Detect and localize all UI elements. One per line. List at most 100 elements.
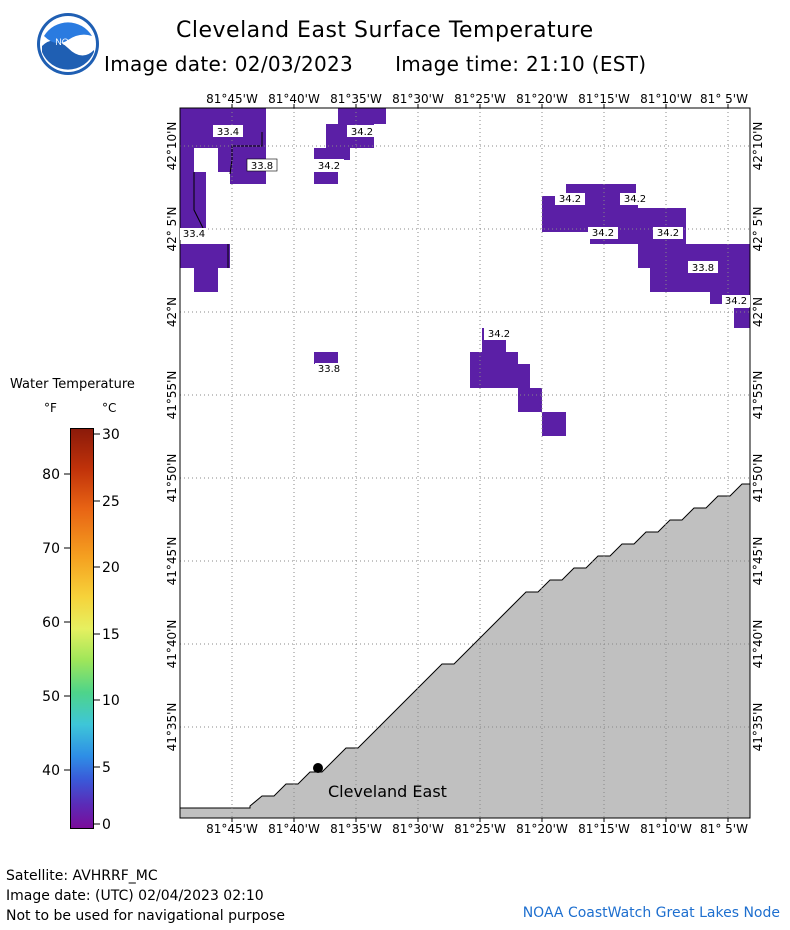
left-lat-labels: 42°10'N 42° 5'N 42°N 41°55'N 41°50'N 41°… xyxy=(165,122,179,752)
water-temperature-cells xyxy=(180,108,750,436)
lat-label: 42°N xyxy=(751,297,765,327)
lon-label: 81°10'W xyxy=(640,92,692,106)
lon-label: 81°20'W xyxy=(516,822,568,836)
station-label: Cleveland East xyxy=(328,782,447,801)
lat-label: 42° 5'N xyxy=(751,207,765,252)
lat-label: 41°40'N xyxy=(165,620,179,669)
legend-f-tick: 70 xyxy=(42,541,60,557)
right-lat-labels: 42°10'N 42° 5'N 42°N 41°55'N 41°50'N 41°… xyxy=(751,122,765,752)
lat-label: 42°10'N xyxy=(165,122,179,171)
temp-cell xyxy=(518,388,542,412)
lon-label: 81°10'W xyxy=(640,822,692,836)
lat-label: 41°55'N xyxy=(751,371,765,420)
temp-cell xyxy=(194,268,218,292)
lon-label: 81° 5'W xyxy=(700,92,748,106)
temp-label: 34.2 xyxy=(657,228,679,239)
top-lon-labels: 81°45'W 81°40'W 81°35'W 81°30'W 81°25'W … xyxy=(206,92,748,106)
temp-cell xyxy=(314,148,350,160)
temp-label: 33.8 xyxy=(692,263,714,274)
lat-label: 41°50'N xyxy=(751,454,765,503)
lon-label: 81° 5'W xyxy=(700,822,748,836)
disclaimer-label: Not to be used for navigational purpose xyxy=(6,908,285,924)
graticule xyxy=(180,108,750,818)
temp-label: 34.2 xyxy=(488,329,510,340)
temp-cell xyxy=(734,308,750,328)
map-title: Cleveland East Surface Temperature xyxy=(176,18,594,43)
temp-cell xyxy=(314,172,338,184)
legend-unit-f: °F xyxy=(44,401,57,415)
temp-cell xyxy=(470,352,518,388)
lat-label: 41°45'N xyxy=(751,537,765,586)
image-date-label: Image date: 02/03/2023 xyxy=(104,52,354,76)
lat-label: 41°35'N xyxy=(751,703,765,752)
temp-label: 34.2 xyxy=(559,194,581,205)
lat-label: 41°55'N xyxy=(165,371,179,420)
lon-label: 81°15'W xyxy=(578,822,630,836)
lat-label: 42°10'N xyxy=(751,122,765,171)
bottom-lon-labels: 81°45'W 81°40'W 81°35'W 81°30'W 81°25'W … xyxy=(206,822,748,836)
temp-label: 33.8 xyxy=(251,161,273,172)
lon-label: 81°30'W xyxy=(392,822,444,836)
lon-label: 81°20'W xyxy=(516,92,568,106)
legend-f-tick: 40 xyxy=(42,763,60,779)
lat-label: 42° 5'N xyxy=(165,207,179,252)
lon-label: 81°35'W xyxy=(330,822,382,836)
map-border xyxy=(179,107,751,819)
lon-label: 81°40'W xyxy=(268,822,320,836)
station-marker-icon xyxy=(313,763,323,773)
axis-ticks xyxy=(231,104,729,822)
lat-label: 41°45'N xyxy=(165,537,179,586)
lon-label: 81°25'W xyxy=(454,822,506,836)
lon-label: 81°35'W xyxy=(330,92,382,106)
temp-label: 34.2 xyxy=(592,228,614,239)
legend-ticks: 80 70 60 50 40 30 25 20 15 10 5 0 xyxy=(42,427,120,833)
temp-cell xyxy=(180,172,206,228)
temp-cell xyxy=(542,412,566,436)
legend-unit-c: °C xyxy=(102,401,117,415)
legend-color-bar xyxy=(70,428,94,829)
footer-info: Satellite: AVHRRF_MC Image date: (UTC) 0… xyxy=(6,866,285,926)
lat-label: 41°50'N xyxy=(165,454,179,503)
credit-label: NOAA CoastWatch Great Lakes Node xyxy=(522,905,780,921)
temp-cell xyxy=(518,364,530,388)
utc-date-label: Image date: (UTC) 02/04/2023 02:10 xyxy=(6,888,264,904)
lon-label: 81°25'W xyxy=(454,92,506,106)
legend-c-tick: 20 xyxy=(102,560,120,576)
temp-cell xyxy=(230,172,266,184)
legend-f-tick: 80 xyxy=(42,467,60,483)
legend-c-tick: 10 xyxy=(102,693,120,709)
logo-text: NOAA xyxy=(55,37,81,47)
temp-cell xyxy=(180,148,194,172)
legend-c-tick: 15 xyxy=(102,627,120,643)
temperature-value-labels: 33.4 34.2 33.8 34.2 33.4 34.2 34.2 34.2 … xyxy=(180,125,750,375)
temp-label: 33.4 xyxy=(183,229,205,240)
legend-f-tick: 50 xyxy=(42,689,60,705)
image-time-label: Image time: 21:10 (EST) xyxy=(395,52,647,76)
lon-label: 81°45'W xyxy=(206,92,258,106)
lat-label: 42°N xyxy=(165,297,179,327)
temp-label: 34.2 xyxy=(624,194,646,205)
lon-label: 81°30'W xyxy=(392,92,444,106)
legend-f-tick: 60 xyxy=(42,615,60,631)
image-datetime: Image date: 02/03/2023 Image time: 21:10 … xyxy=(104,52,646,76)
satellite-label: Satellite: AVHRRF_MC xyxy=(6,868,158,884)
lat-label: 41°35'N xyxy=(165,703,179,752)
legend-c-tick: 5 xyxy=(102,760,111,776)
lon-label: 81°15'W xyxy=(578,92,630,106)
temp-cell xyxy=(180,244,230,268)
legend-c-tick: 25 xyxy=(102,494,120,510)
temp-label: 34.2 xyxy=(351,127,373,138)
legend-c-tick: 0 xyxy=(102,817,111,833)
legend-title: Water Temperature xyxy=(10,377,135,392)
noaa-logo: NOAA xyxy=(36,12,100,76)
temp-cell xyxy=(314,352,338,364)
lon-label: 81°40'W xyxy=(268,92,320,106)
lon-label: 81°45'W xyxy=(206,822,258,836)
legend-c-tick: 30 xyxy=(102,427,120,443)
temp-label: 34.2 xyxy=(725,296,747,307)
temp-cell xyxy=(338,108,386,124)
lat-label: 41°40'N xyxy=(751,620,765,669)
temp-label: 33.4 xyxy=(217,127,239,138)
temp-label: 33.8 xyxy=(318,364,340,375)
